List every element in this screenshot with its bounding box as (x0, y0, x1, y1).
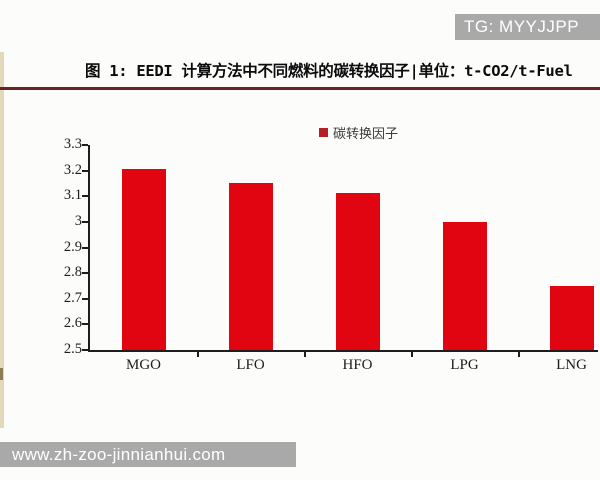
y-tick-label: 3.2 (63, 161, 82, 178)
x-axis-label-lfo: LFO (236, 357, 265, 373)
telegram-watermark-badge: TG: MYYJJPP (455, 14, 600, 40)
y-tick-label: 3.1 (63, 187, 82, 204)
legend-color-swatch (319, 128, 328, 137)
y-axis-tick (82, 297, 88, 300)
x-axis-label-mgo: MGO (125, 357, 161, 373)
x-axis-label-lpg: LPG (450, 357, 479, 373)
x-axis-line (88, 350, 598, 352)
y-tick-label: 3 (74, 212, 82, 229)
y-axis-tick (82, 272, 88, 275)
y-axis-tick (82, 144, 88, 146)
y-axis-tick (82, 246, 88, 249)
y-axis-tick (82, 323, 88, 326)
y-axis-tick (82, 220, 88, 223)
figure-title: 图 1: EEDI 计算方法中不同燃料的碳转换因子|单位：t-CO2/t-Fue… (85, 62, 573, 80)
x-axis-label-hfo: HFO (342, 357, 373, 373)
bar-lpg (442, 221, 487, 350)
y-tick-label: 2.6 (63, 315, 82, 332)
chart-legend: 碳转换因子 (319, 123, 398, 142)
bar-lfo (228, 183, 273, 350)
y-tick-label: 2.7 (63, 289, 82, 306)
bar-mgo (121, 169, 166, 350)
y-tick-label: 2.8 (63, 264, 82, 281)
x-axis-tick (411, 352, 413, 357)
y-axis-tick (82, 169, 88, 172)
bar-hfo (335, 192, 380, 350)
y-tick-label: 3.3 (63, 136, 82, 152)
y-tick-label: 2.5 (63, 341, 82, 357)
y-axis-tick (82, 195, 88, 198)
y-axis-tick (82, 349, 88, 351)
page-edge-strip (0, 52, 4, 428)
x-axis-label-lng: LNG (556, 357, 587, 373)
page-edge-mark (0, 368, 3, 380)
bar-lng (549, 285, 594, 350)
x-axis-tick (518, 352, 520, 357)
y-tick-label: 2.9 (63, 238, 82, 255)
x-axis-tick (304, 352, 306, 357)
legend-label: 碳转换因子 (333, 126, 399, 141)
title-divider-rule (0, 87, 600, 90)
x-axis-tick (197, 352, 199, 357)
site-watermark-bar: www.zh-zoo-jinnianhui.com (0, 442, 296, 467)
y-axis-line (88, 145, 90, 352)
